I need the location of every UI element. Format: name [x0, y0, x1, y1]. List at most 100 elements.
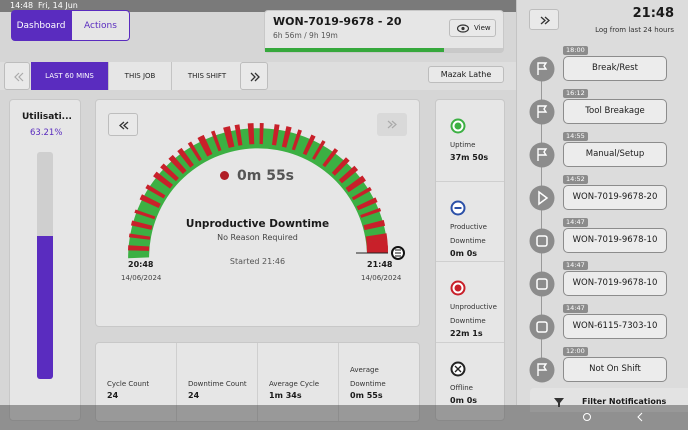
stat: Average Cycle 1m 34s	[257, 343, 338, 421]
gauge-segment	[130, 220, 153, 230]
gauge-prev[interactable]	[108, 113, 138, 136]
clock: 14:48	[10, 1, 34, 10]
utilisation-label: Utilisati...	[22, 112, 72, 122]
log-collapse[interactable]	[529, 9, 559, 30]
state: Offline 0m 0s	[436, 341, 504, 423]
gauge-segment	[168, 154, 187, 174]
gauge-segment	[351, 186, 372, 201]
log-time: 14:47	[563, 304, 588, 313]
end-date: 14/06/2024	[361, 274, 402, 282]
state: Uptime 37m 50s	[436, 100, 504, 180]
state-icon	[450, 280, 466, 296]
range-tab[interactable]: LAST 60 MINS	[31, 62, 109, 90]
stat-label: Average Cycle	[269, 380, 320, 388]
log-icon	[529, 357, 555, 383]
stat-label: Average Downtime	[350, 366, 386, 388]
eye-icon	[457, 24, 469, 33]
log-icon	[529, 99, 555, 125]
range-tab[interactable]: THIS SHIFT	[172, 62, 243, 90]
gauge-segment	[271, 124, 280, 146]
gauge-segment	[128, 128, 388, 259]
state-icon	[450, 361, 466, 376]
stat: Downtime Count 24	[176, 343, 257, 421]
log-entry[interactable]: Manual/Setup	[563, 142, 667, 167]
log-icon	[529, 142, 555, 168]
log-icon-bg	[529, 271, 555, 297]
log-entry[interactable]: WON-7019-9678-10	[563, 228, 667, 253]
stat-value: 24	[107, 391, 119, 400]
machine-select[interactable]: Mazak Lathe	[428, 66, 504, 83]
stat-value: 0m 55s	[350, 391, 383, 400]
log-icon-stop	[536, 278, 548, 290]
gauge-segment	[134, 209, 156, 220]
log-icon	[529, 228, 555, 254]
log-time: 16:12	[563, 89, 588, 98]
stat-value: 1m 34s	[269, 391, 302, 400]
gauge-next[interactable]	[377, 113, 407, 136]
log-entry[interactable]: WON-6115-7303-10	[563, 314, 667, 339]
nav-bar	[0, 405, 688, 430]
tab-actions[interactable]: Actions	[71, 10, 130, 41]
duration-text: 0m 55s	[237, 168, 295, 184]
log-items: 18:00 Break/Rest 16:12 Tool Breakage 14:55 Ma…	[517, 0, 688, 405]
state-label: Offline	[450, 383, 473, 392]
gauge-segment	[259, 123, 264, 145]
log-icon	[529, 314, 555, 340]
gauge-segment	[197, 134, 213, 157]
gauge	[128, 123, 405, 260]
state: Unproductive Downtime 22m 1s	[436, 261, 504, 342]
log-entry[interactable]: Tool Breakage	[563, 99, 667, 124]
state-label: Uptime	[450, 141, 476, 149]
stats-card: Cycle Count 24 Downtime Count 24 Average Cyc…	[95, 342, 420, 422]
gauge-segment	[356, 197, 378, 211]
log-entry[interactable]: Break/Rest	[563, 56, 667, 81]
job-title: WON-7019-9678 - 20	[273, 15, 402, 28]
log-entry[interactable]: WON-7019-9678-20	[563, 185, 667, 210]
gauge-segment	[366, 240, 388, 253]
end-time: 21:48	[367, 260, 393, 269]
log-time: 14:47	[563, 261, 588, 270]
range-next[interactable]	[240, 62, 268, 90]
stat-value: 24	[188, 391, 200, 400]
gauge-segment	[345, 175, 366, 193]
state-icon-core	[454, 206, 462, 209]
gauge-card: 0m 55s Unproductive Downtime No Reason R…	[95, 99, 420, 327]
state-reason: No Reason Required	[217, 233, 298, 242]
started: Started 21:46	[229, 257, 286, 266]
utilisation-fill	[37, 235, 53, 379]
gauge-segment	[365, 233, 388, 243]
log-icon-bg	[529, 314, 555, 340]
log-icon-flag	[537, 62, 548, 75]
start-time: 20:48	[128, 260, 154, 269]
log-entry[interactable]: Not On Shift	[563, 357, 667, 382]
utilisation-card: Utilisati... 63.21%	[9, 99, 81, 421]
log-icon-stop	[536, 235, 548, 247]
job-progress: 6h 56m / 9h 19m	[273, 31, 338, 40]
view-button[interactable]: View	[449, 19, 496, 37]
stat-label: Cycle Count	[107, 380, 150, 388]
timeline-line	[541, 60, 542, 380]
nav-icons	[583, 412, 643, 422]
gauge-segment	[153, 171, 173, 189]
progress-fill	[265, 48, 444, 52]
tab-dashboard[interactable]: Dashboard	[11, 10, 71, 41]
states-card: Uptime 37m 50s Productive Downtime 0m 0s Unp…	[435, 99, 505, 421]
log-icon-flag	[537, 105, 548, 118]
log-icon-flag	[537, 148, 548, 161]
filter-label: Filter Notifications	[582, 397, 667, 406]
log-subtitle: Log from last 24 hours	[595, 26, 674, 34]
log-icon-flag	[537, 363, 548, 376]
range-prev[interactable]	[4, 62, 30, 90]
gauge-segment	[247, 123, 255, 145]
duration: 0m 55s	[220, 168, 294, 184]
filter-button[interactable]: Filter Notifications	[530, 388, 688, 412]
log-entry[interactable]: WON-7019-9678-10	[563, 271, 667, 296]
log-panel: 21:48 Log from last 24 hours 18:00 Break/…	[516, 0, 688, 412]
gauge-segment	[128, 233, 151, 240]
log-time: 18:00	[563, 46, 588, 55]
range-tab[interactable]: THIS JOB	[109, 62, 172, 90]
gauge-segment	[360, 207, 382, 218]
state-label: Unproductive Downtime	[450, 303, 497, 325]
state-label: Productive Downtime	[450, 222, 487, 245]
